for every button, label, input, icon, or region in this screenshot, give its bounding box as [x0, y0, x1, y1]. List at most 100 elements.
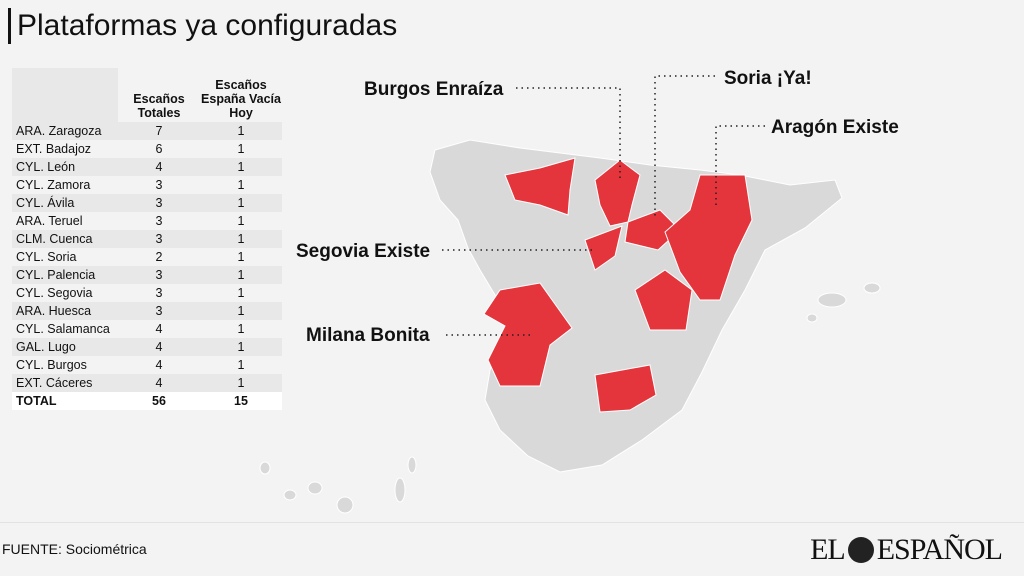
table-row: CYL. Palencia 3 1: [12, 266, 282, 284]
logo-text: ESPAÑOL: [876, 533, 1003, 566]
callout-label: Milana Bonita: [306, 325, 430, 346]
table-cell: 6: [155, 142, 163, 156]
table-cell: 1: [237, 178, 245, 192]
island: [806, 313, 818, 323]
province: [594, 364, 657, 413]
table-row: CYL. Zamora 3 1: [12, 176, 282, 194]
table-row: ARA. Huesca 3 1: [12, 302, 282, 320]
total-row: TOTAL 56 15: [12, 392, 282, 410]
table-cell: CYL. Segovia: [16, 286, 93, 300]
source: FUENTE: Sociométrica: [2, 541, 147, 557]
table-row: CLM. Cuenca 3 1: [12, 230, 282, 248]
header-cell: Escaños España Vacía Hoy: [201, 78, 281, 120]
table-cell: 1: [237, 304, 245, 318]
highlighted-provinces: [483, 157, 753, 413]
table-cell: CYL. Salamanca: [16, 322, 110, 336]
table-cell: ARA. Zaragoza: [16, 124, 102, 138]
title: Plataformas ya configuradas: [8, 8, 397, 44]
logo: EL ESPAÑOL: [810, 533, 1003, 567]
table-row: EXT. Cáceres 4 1: [12, 374, 282, 392]
table-row: ARA. Teruel 3 1: [12, 212, 282, 230]
table-cell: 1: [237, 232, 245, 246]
table-cell: TOTAL: [16, 394, 57, 408]
header-cell: Escaños Totales: [133, 92, 185, 120]
table-cell: 3: [155, 304, 163, 318]
island: [259, 461, 271, 475]
table: Escaños Totales Escaños España Vacía Hoy A…: [12, 68, 282, 410]
island: [336, 496, 354, 514]
table-cell: CYL. Palencia: [16, 268, 96, 282]
table-cell: CYL. Zamora: [16, 178, 91, 192]
table-cell: ARA. Teruel: [16, 214, 83, 228]
table-cell: 1: [237, 358, 245, 372]
island: [863, 282, 881, 294]
table-cell: CLM. Cuenca: [16, 232, 93, 246]
header-cell: [12, 68, 118, 122]
island: [307, 481, 323, 495]
table-cell: EXT. Badajoz: [16, 142, 92, 156]
table-cell: 1: [237, 322, 245, 336]
table-cell: 1: [237, 286, 245, 300]
table-cell: 3: [155, 286, 163, 300]
logo-icon: [847, 537, 874, 563]
table-cell: 1: [237, 160, 245, 174]
table-header: Escaños Totales Escaños España Vacía Hoy: [12, 68, 282, 122]
table-row: CYL. León 4 1: [12, 158, 282, 176]
callout-label: Soria ¡Ya!: [724, 68, 812, 89]
table-row: CYL. Ávila 3 1: [12, 194, 282, 212]
table-cell: 1: [237, 250, 245, 264]
callout-label: Aragón Existe: [771, 117, 899, 138]
table-cell: 4: [155, 322, 163, 336]
table-cell: 1: [237, 142, 245, 156]
table-cell: 3: [155, 268, 163, 282]
table-cell: EXT. Cáceres: [16, 376, 93, 390]
table-cell: 1: [237, 340, 245, 354]
table-cell: CYL. León: [16, 160, 76, 174]
table-cell: CYL. Soria: [16, 250, 77, 264]
table-row: CYL. Soria 2 1: [12, 248, 282, 266]
table-cell: ARA. Huesca: [16, 304, 92, 318]
divider: [0, 522, 1024, 523]
table-cell: CYL. Ávila: [16, 196, 75, 210]
table-row: CYL. Burgos 4 1: [12, 356, 282, 374]
table-row: EXT. Badajoz 6 1: [12, 140, 282, 158]
table-cell: 1: [237, 214, 245, 228]
province: [504, 157, 576, 216]
province: [664, 174, 753, 301]
island: [283, 489, 297, 501]
table-cell: 2: [155, 250, 163, 264]
table-cell: 15: [234, 394, 248, 408]
callout-label: Burgos Enraíza: [364, 79, 504, 100]
table-cell: 1: [237, 268, 245, 282]
table-row: CYL. Segovia 3 1: [12, 284, 282, 302]
table-cell: 56: [152, 394, 166, 408]
table-row: GAL. Lugo 4 1: [12, 338, 282, 356]
table-cell: 4: [155, 376, 163, 390]
province: [634, 269, 693, 331]
callout-label: Segovia Existe: [296, 241, 430, 262]
table-cell: 4: [155, 340, 163, 354]
table-cell: 1: [237, 376, 245, 390]
table-cell: 1: [237, 196, 245, 210]
table-cell: 3: [155, 214, 163, 228]
table-cell: 3: [155, 196, 163, 210]
province: [584, 225, 623, 271]
table-cell: 7: [155, 124, 163, 138]
province: [483, 282, 573, 387]
table-cell: 4: [155, 358, 163, 372]
table-body: ARA. Zaragoza 7 1 EXT. Badajoz 6 1 CYL. León 4 1…: [12, 122, 282, 410]
table-cell: CYL. Burgos: [16, 358, 87, 372]
island: [407, 456, 417, 474]
table-cell: GAL. Lugo: [16, 340, 76, 354]
table-cell: 1: [237, 124, 245, 138]
table-row: ARA. Zaragoza 7 1: [12, 122, 282, 140]
island: [817, 292, 847, 308]
table-cell: 4: [155, 160, 163, 174]
logo-text: EL: [810, 533, 846, 566]
table-cell: 3: [155, 232, 163, 246]
province: [594, 159, 641, 227]
table-cell: 3: [155, 178, 163, 192]
table-row: CYL. Salamanca 4 1: [12, 320, 282, 338]
